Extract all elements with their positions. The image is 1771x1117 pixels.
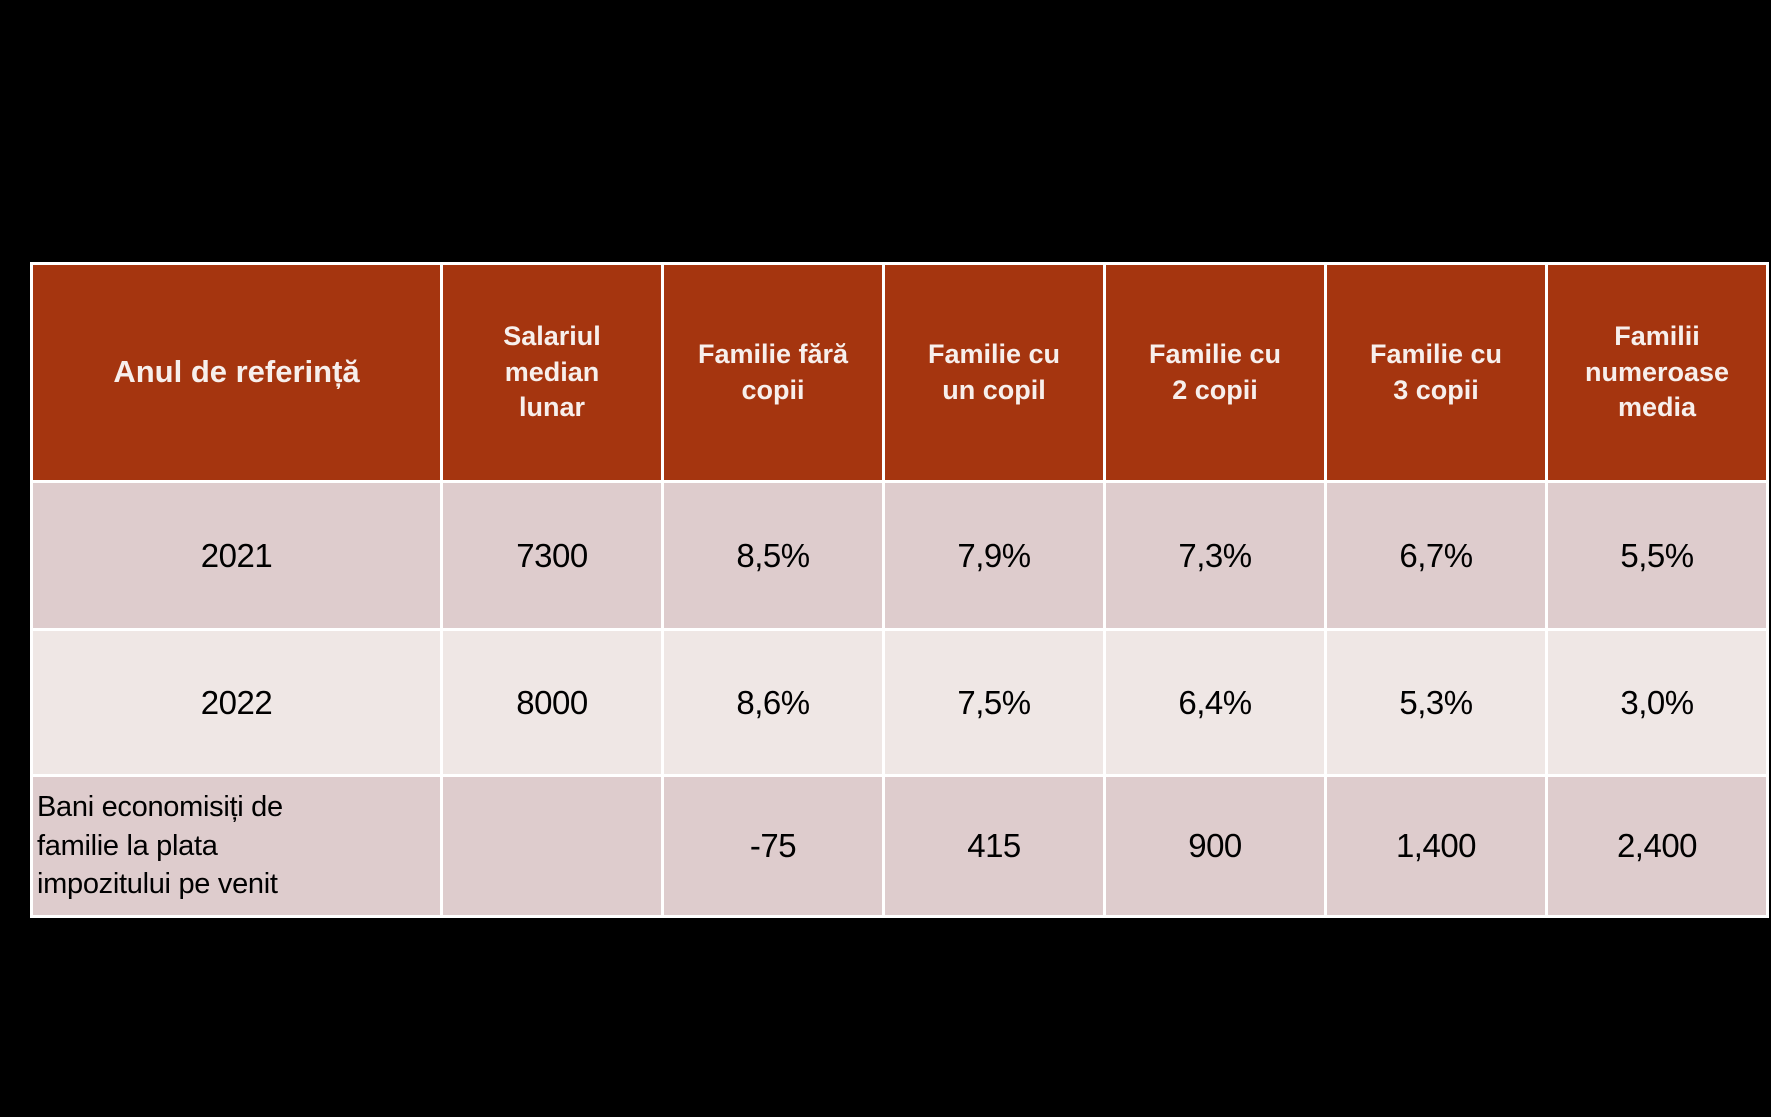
rate-cell: 7,9% (885, 483, 1103, 628)
year-cell: 2021 (33, 483, 440, 628)
salary-tax-table: Anul de referință Salariul median lunar … (30, 262, 1769, 918)
column-header-large-families: Familii numeroase media (1548, 265, 1766, 480)
column-header-reference-year: Anul de referință (33, 265, 440, 480)
rate-cell: 3,0% (1548, 631, 1766, 774)
savings-row-label: Bani economisiți de familie la plata imp… (33, 777, 440, 915)
rate-cell: 6,4% (1106, 631, 1324, 774)
rate-cell: 8,6% (664, 631, 882, 774)
rate-cell: 5,3% (1327, 631, 1545, 774)
savings-cell: 2,400 (1548, 777, 1766, 915)
table-row-2022: 2022 8000 8,6% 7,5% 6,4% 5,3% 3,0% (33, 631, 1766, 774)
column-header-family-no-children: Familie fără copii (664, 265, 882, 480)
savings-cell: 1,400 (1327, 777, 1545, 915)
table-body: 2021 7300 8,5% 7,9% 7,3% 6,7% 5,5% 2022 … (33, 483, 1766, 915)
year-cell: 2022 (33, 631, 440, 774)
savings-cell: 415 (885, 777, 1103, 915)
rate-cell: 6,7% (1327, 483, 1545, 628)
median-salary-cell: 8000 (443, 631, 661, 774)
rate-cell: 7,3% (1106, 483, 1324, 628)
column-header-family-one-child: Familie cu un copil (885, 265, 1103, 480)
rate-cell: 7,5% (885, 631, 1103, 774)
rate-cell: 8,5% (664, 483, 882, 628)
header-row: Anul de referință Salariul median lunar … (33, 265, 1766, 480)
savings-cell: 900 (1106, 777, 1324, 915)
table-row-2021: 2021 7300 8,5% 7,9% 7,3% 6,7% 5,5% (33, 483, 1766, 628)
column-header-family-two-children: Familie cu 2 copii (1106, 265, 1324, 480)
table-row-savings: Bani economisiți de familie la plata imp… (33, 777, 1766, 915)
column-header-family-three-children: Familie cu 3 copii (1327, 265, 1545, 480)
savings-cell: -75 (664, 777, 882, 915)
rate-cell: 5,5% (1548, 483, 1766, 628)
column-header-median-salary: Salariul median lunar (443, 265, 661, 480)
median-salary-cell: 7300 (443, 483, 661, 628)
table-header: Anul de referință Salariul median lunar … (33, 265, 1766, 480)
empty-cell (443, 777, 661, 915)
